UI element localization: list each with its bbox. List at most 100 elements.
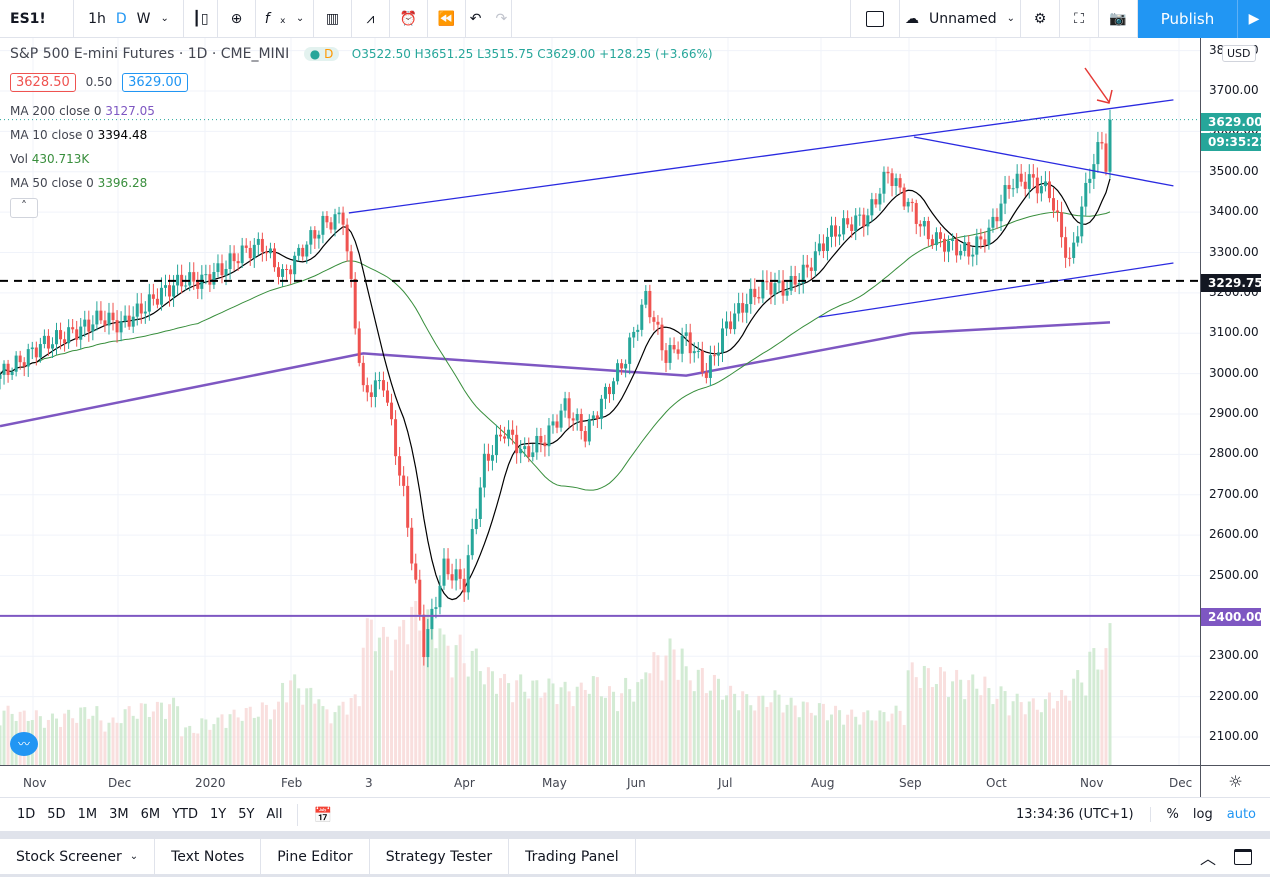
volume-bar — [523, 691, 527, 765]
range-3m[interactable]: 3M — [109, 807, 129, 822]
volume-bar — [607, 686, 611, 765]
chevron-up-icon[interactable]: ︿ — [1199, 848, 1216, 868]
candle-body — [930, 239, 934, 246]
volume-bar — [244, 708, 248, 765]
candle-body — [256, 238, 260, 245]
ma50-legend[interactable]: MA 50 close 0 3396.28 — [10, 176, 148, 190]
volume-bar — [75, 722, 79, 765]
candle-body — [34, 347, 38, 358]
interval-d[interactable]: D — [115, 10, 127, 27]
maximize-panel-icon[interactable] — [1234, 848, 1252, 865]
redo-icon[interactable]: ↷ — [495, 10, 508, 27]
replay-icon[interactable]: ⏪ — [428, 0, 466, 38]
ask-button[interactable]: 3629.00 — [122, 73, 188, 92]
volume-bar — [99, 720, 103, 765]
candle-body — [204, 274, 208, 276]
time-tick: Feb — [281, 776, 303, 790]
range-1m[interactable]: 1M — [77, 807, 98, 822]
undo-icon[interactable]: ↶ — [469, 10, 482, 27]
candle-body — [1031, 174, 1035, 178]
volume-bar — [539, 697, 543, 765]
hline-price-badge: 3229.75 — [1201, 274, 1263, 292]
tab-trading-panel[interactable]: Trading Panel — [509, 837, 636, 876]
chevron-down-icon[interactable]: ⌄ — [160, 13, 169, 24]
volume-bar — [1051, 708, 1055, 765]
candle-body — [10, 371, 14, 375]
range-5y[interactable]: 5Y — [238, 807, 255, 822]
candle-body — [882, 171, 886, 194]
candle-body — [438, 585, 442, 608]
divider — [0, 831, 1270, 839]
candle-body — [688, 332, 692, 354]
publish-button[interactable]: Publish — [1138, 0, 1238, 38]
collapse-legend-button[interactable]: ˄ — [10, 198, 38, 218]
candle-body — [305, 244, 309, 257]
market-status-badge[interactable]: ● D — [303, 47, 340, 61]
candle-body — [135, 303, 139, 317]
log-toggle[interactable]: log — [1192, 807, 1213, 822]
range-1y[interactable]: 1Y — [209, 807, 227, 822]
tab-pine-editor[interactable]: Pine Editor — [261, 837, 370, 876]
volume-bar — [240, 720, 244, 765]
auto-toggle[interactable]: auto — [1226, 807, 1256, 822]
percent-toggle[interactable]: % — [1166, 807, 1179, 822]
undo-redo: ↶ ↷ — [466, 0, 512, 38]
candle-body — [345, 224, 349, 252]
square-icon[interactable] — [850, 0, 900, 38]
clock[interactable]: 13:34:36 (UTC+1) — [1016, 807, 1151, 822]
candles-icon[interactable]: ┃▯ — [184, 0, 218, 38]
candle-body — [979, 236, 983, 240]
volume-bar — [220, 714, 224, 765]
price-axis[interactable]: USD 3800.003700.003600.003500.003400.003… — [1200, 38, 1270, 765]
candle-body — [644, 290, 648, 305]
volume-bar — [612, 691, 616, 765]
vol-legend[interactable]: Vol 430.713K — [10, 152, 90, 166]
candle-body — [281, 269, 285, 277]
alarm-icon[interactable]: ⏰ — [390, 0, 428, 38]
tab-stock-screener[interactable]: Stock Screener ⌄ — [0, 837, 156, 876]
camera-icon[interactable]: 📷 — [1099, 0, 1138, 38]
range-5d[interactable]: 5D — [47, 807, 66, 822]
candle-body — [563, 398, 567, 411]
volume-bar — [1104, 648, 1108, 765]
ma10-legend[interactable]: MA 10 close 0 3394.48 — [10, 128, 148, 142]
interval-w[interactable]: W — [136, 10, 151, 27]
volume-bar — [551, 683, 555, 765]
volume-bar — [329, 723, 333, 765]
fullscreen-icon[interactable]: ⛶ — [1060, 0, 1099, 38]
volume-bar — [983, 676, 987, 765]
volume-bar — [624, 677, 628, 765]
date-range-icon[interactable]: 📅 — [313, 805, 333, 824]
range-all[interactable]: All — [266, 807, 283, 822]
templates-icon[interactable]: ⩘ — [352, 0, 390, 38]
price-tick: 2500.00 — [1209, 567, 1259, 582]
tradingview-logo-icon[interactable]: 〰 — [10, 732, 38, 756]
bid-button[interactable]: 3628.50 — [10, 73, 76, 92]
tab-strategy-tester[interactable]: Strategy Tester — [370, 837, 510, 876]
range-1d[interactable]: 1D — [17, 807, 36, 822]
candle-body — [700, 350, 704, 373]
symbol-search[interactable]: ES1! — [0, 0, 74, 38]
layout-menu[interactable]: ☁ Unnamed ⌄ — [900, 0, 1021, 38]
volume-bar — [313, 703, 317, 765]
candle-body — [18, 355, 22, 363]
range-6m[interactable]: 6M — [140, 807, 161, 822]
candle-body — [1023, 181, 1027, 189]
currency-button[interactable]: USD — [1222, 45, 1256, 62]
candle-body — [123, 315, 127, 322]
tab-text-notes[interactable]: Text Notes — [155, 837, 262, 876]
interval-1h[interactable]: 1h — [88, 10, 106, 27]
gear-icon[interactable]: ⚙ — [1021, 0, 1060, 38]
bar-chart-icon[interactable]: ▥ — [314, 0, 352, 38]
volume-bar — [442, 634, 446, 765]
price-chart[interactable] — [0, 38, 1200, 765]
candle-body — [789, 275, 793, 291]
time-axis[interactable]: ☼ Nov Dec 2020 Feb 3 Apr May Jun Jul Aug Sep Oct Nov… — [0, 765, 1270, 798]
add-indicator-icon[interactable]: ⊕ — [218, 0, 256, 38]
range-ytd[interactable]: YTD — [172, 807, 198, 822]
settings-sun-icon[interactable]: ☼ — [1200, 766, 1270, 798]
candle-body — [539, 435, 543, 443]
ma200-legend[interactable]: MA 200 close 0 3127.05 — [10, 104, 155, 118]
play-icon[interactable]: ▶ — [1238, 0, 1270, 38]
